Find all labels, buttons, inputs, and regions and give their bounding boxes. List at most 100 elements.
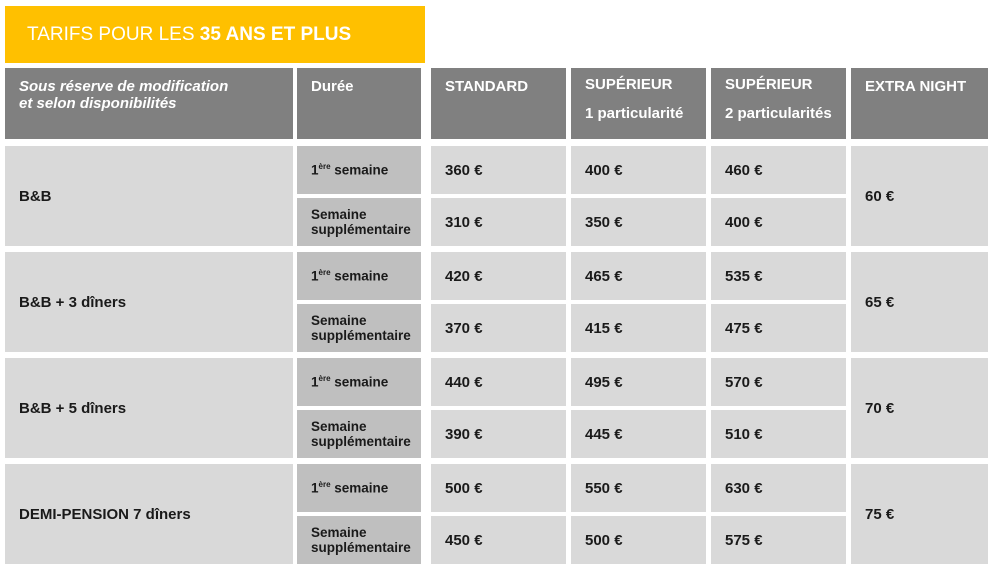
group-label-text: B&B bbox=[19, 187, 52, 205]
price: 370 € bbox=[445, 319, 483, 337]
price: 550 € bbox=[585, 479, 623, 497]
duration-line: Semaine bbox=[311, 525, 367, 540]
extra-night: 60 € bbox=[851, 146, 988, 246]
duration-sup: ère bbox=[318, 162, 331, 172]
price-cell: 415 € bbox=[571, 304, 706, 352]
price-cell: 390 € bbox=[431, 410, 566, 458]
duration-num: 1 bbox=[311, 162, 319, 178]
price-cell: 465 € bbox=[571, 252, 706, 300]
price: 445 € bbox=[585, 425, 623, 443]
price-cell: 440 € bbox=[431, 358, 566, 406]
price-cell: 400 € bbox=[571, 146, 706, 194]
group-label: DEMI-PENSION 7 dîners bbox=[5, 464, 293, 564]
header-line: SUPÉRIEUR bbox=[725, 76, 813, 93]
price: 450 € bbox=[445, 531, 483, 549]
header-extra: EXTRA NIGHT bbox=[851, 68, 988, 139]
duration-rest: semaine bbox=[330, 374, 389, 390]
price-cell: 460 € bbox=[711, 146, 846, 194]
header-standard: STANDARD bbox=[431, 68, 566, 139]
price-cell: 630 € bbox=[711, 464, 846, 512]
extra-night-text: 75 € bbox=[865, 505, 895, 523]
price: 575 € bbox=[725, 531, 763, 549]
duration-line: 1ère semaine bbox=[311, 162, 421, 178]
price-cell: 400 € bbox=[711, 198, 846, 246]
duration-line: 1ère semaine bbox=[311, 374, 421, 390]
extra-night: 75 € bbox=[851, 464, 988, 564]
duration-num: 1 bbox=[311, 480, 319, 496]
group-label-text: B&B + 5 dîners bbox=[19, 399, 127, 417]
price: 310 € bbox=[445, 213, 483, 231]
price: 415 € bbox=[585, 319, 623, 337]
duration-rest: semaine bbox=[330, 268, 389, 284]
price-cell: 350 € bbox=[571, 198, 706, 246]
price: 475 € bbox=[725, 319, 763, 337]
price-cell: 420 € bbox=[431, 252, 566, 300]
duration: 1ère semaine bbox=[297, 146, 421, 194]
price-cell: 495 € bbox=[571, 358, 706, 406]
price-cell: 445 € bbox=[571, 410, 706, 458]
header-text: Durée bbox=[311, 78, 354, 95]
price: 500 € bbox=[445, 479, 483, 497]
duration: Semaine supplémentaire bbox=[297, 410, 421, 458]
price: 420 € bbox=[445, 267, 483, 285]
duration-line: supplémentaire bbox=[311, 434, 411, 449]
header-note-line: Sous réserve de modification bbox=[19, 78, 229, 95]
header-text: STANDARD bbox=[445, 78, 529, 95]
price-cell: 360 € bbox=[431, 146, 566, 194]
extra-night: 70 € bbox=[851, 358, 988, 458]
group-label: B&B + 3 dîners bbox=[5, 252, 293, 352]
header-text: EXTRA NIGHT bbox=[865, 78, 967, 95]
title-prefix: TARIFS POUR LES bbox=[27, 23, 200, 45]
group-label-text: DEMI-PENSION 7 dîners bbox=[19, 505, 191, 523]
title-highlight: 35 ANS ET PLUS bbox=[199, 23, 352, 45]
price-cell: 575 € bbox=[711, 516, 846, 564]
duration-line: supplémentaire bbox=[311, 540, 411, 555]
price: 360 € bbox=[445, 161, 483, 179]
duration-sup: ère bbox=[318, 268, 331, 278]
price-cell: 475 € bbox=[711, 304, 846, 352]
price-cell: 370 € bbox=[431, 304, 566, 352]
duration: 1ère semaine bbox=[297, 252, 421, 300]
price-cell: 550 € bbox=[571, 464, 706, 512]
price: 460 € bbox=[725, 161, 763, 179]
price-cell: 500 € bbox=[571, 516, 706, 564]
header-duration: Durée bbox=[297, 68, 421, 139]
duration-sup: ère bbox=[318, 374, 331, 384]
duration-line: supplémentaire bbox=[311, 222, 411, 237]
price: 500 € bbox=[585, 531, 623, 549]
price: 570 € bbox=[725, 373, 763, 391]
extra-night-text: 70 € bbox=[865, 399, 895, 417]
extra-night-text: 60 € bbox=[865, 187, 895, 205]
duration-line: Semaine bbox=[311, 207, 367, 222]
price: 440 € bbox=[445, 373, 483, 391]
duration-line: 1ère semaine bbox=[311, 480, 421, 496]
price: 390 € bbox=[445, 425, 483, 443]
price-cell: 450 € bbox=[431, 516, 566, 564]
price: 495 € bbox=[585, 373, 623, 391]
price: 465 € bbox=[585, 267, 623, 285]
header-line: SUPÉRIEUR bbox=[585, 76, 673, 93]
title-banner: TARIFS POUR LES 35 ANS ET PLUS bbox=[5, 6, 425, 63]
duration-rest: semaine bbox=[330, 162, 389, 178]
duration: Semaine supplémentaire bbox=[297, 304, 421, 352]
duration-sup: ère bbox=[318, 480, 331, 490]
duration-num: 1 bbox=[311, 268, 319, 284]
duration-line: 1ère semaine bbox=[311, 268, 421, 284]
price: 400 € bbox=[725, 213, 763, 231]
price-cell: 510 € bbox=[711, 410, 846, 458]
group-label-text: B&B + 3 dîners bbox=[19, 293, 127, 311]
duration-num: 1 bbox=[311, 374, 319, 390]
header-line: 1 particularité bbox=[585, 105, 684, 122]
duration-rest: semaine bbox=[330, 480, 389, 496]
price-cell: 310 € bbox=[431, 198, 566, 246]
price: 350 € bbox=[585, 213, 623, 231]
duration: Semaine supplémentaire bbox=[297, 516, 421, 564]
duration: 1ère semaine bbox=[297, 358, 421, 406]
price-cell: 570 € bbox=[711, 358, 846, 406]
price: 630 € bbox=[725, 479, 763, 497]
price: 535 € bbox=[725, 267, 763, 285]
group-label: B&B + 5 dîners bbox=[5, 358, 293, 458]
group-label: B&B bbox=[5, 146, 293, 246]
price: 510 € bbox=[725, 425, 763, 443]
price-cell: 535 € bbox=[711, 252, 846, 300]
